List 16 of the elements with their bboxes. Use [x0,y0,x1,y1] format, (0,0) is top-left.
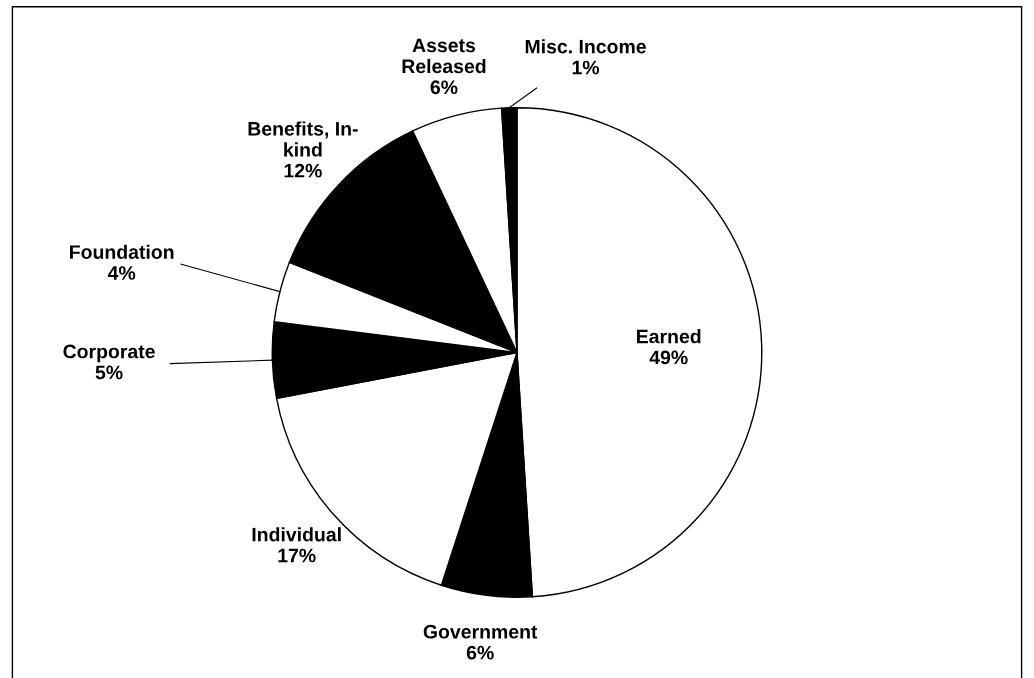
slice-label: Foundation [70,244,174,259]
data-label: 5% [95,365,123,380]
data-label: 6% [466,645,494,660]
data-label: 4% [107,266,136,280]
slice-label: Individual [252,527,341,542]
slice-label: Corporate [63,344,155,363]
slice-label: Earned [637,329,701,344]
data-label: 12% [284,163,322,178]
slice-label: Benefits, In- kind [248,121,358,157]
data-label: 1% [572,60,600,75]
slice-label: Misc. Income [525,39,646,54]
slice-label: Government [423,624,538,639]
data-label: 17% [278,548,316,563]
data-label: 6% [430,80,458,95]
data-label: 49% [649,350,688,365]
slice-label: Assets Released [402,38,486,74]
